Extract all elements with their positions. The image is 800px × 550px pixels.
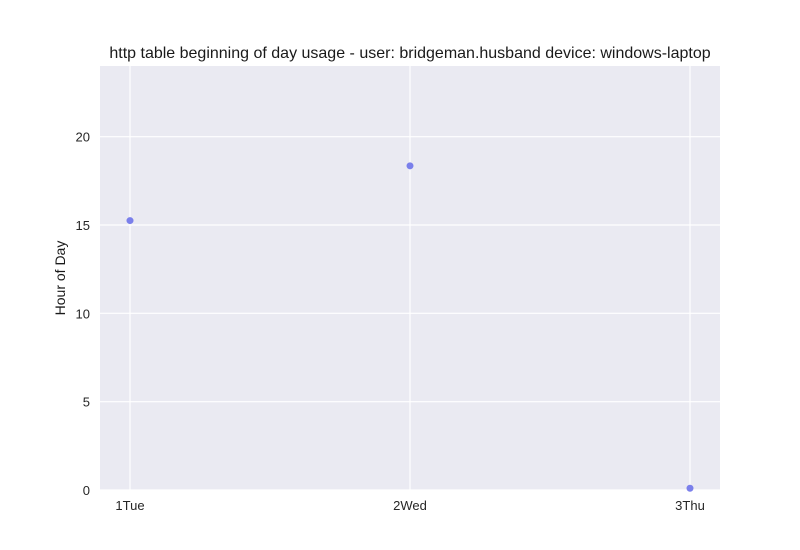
y-tick-label: 10 bbox=[76, 306, 90, 321]
y-axis-ticks: 0 5 10 15 20 bbox=[76, 130, 90, 498]
data-point bbox=[126, 217, 134, 225]
x-tick-label: 1Tue bbox=[115, 498, 144, 513]
x-tick-label: 2Wed bbox=[393, 498, 427, 513]
chart-title: http table beginning of day usage - user… bbox=[109, 45, 710, 62]
y-tick-label: 0 bbox=[83, 483, 90, 498]
x-tick-label: 3Thu bbox=[675, 498, 705, 513]
y-tick-label: 5 bbox=[83, 395, 90, 410]
y-tick-label: 20 bbox=[76, 130, 90, 145]
data-point bbox=[686, 484, 694, 492]
data-point bbox=[406, 162, 414, 170]
y-axis-label: Hour of Day bbox=[52, 241, 68, 316]
grid-lines bbox=[100, 66, 720, 491]
data-points bbox=[126, 162, 694, 492]
x-axis-ticks: 1Tue 2Wed 3Thu bbox=[115, 498, 704, 513]
y-tick-label: 15 bbox=[76, 218, 90, 233]
